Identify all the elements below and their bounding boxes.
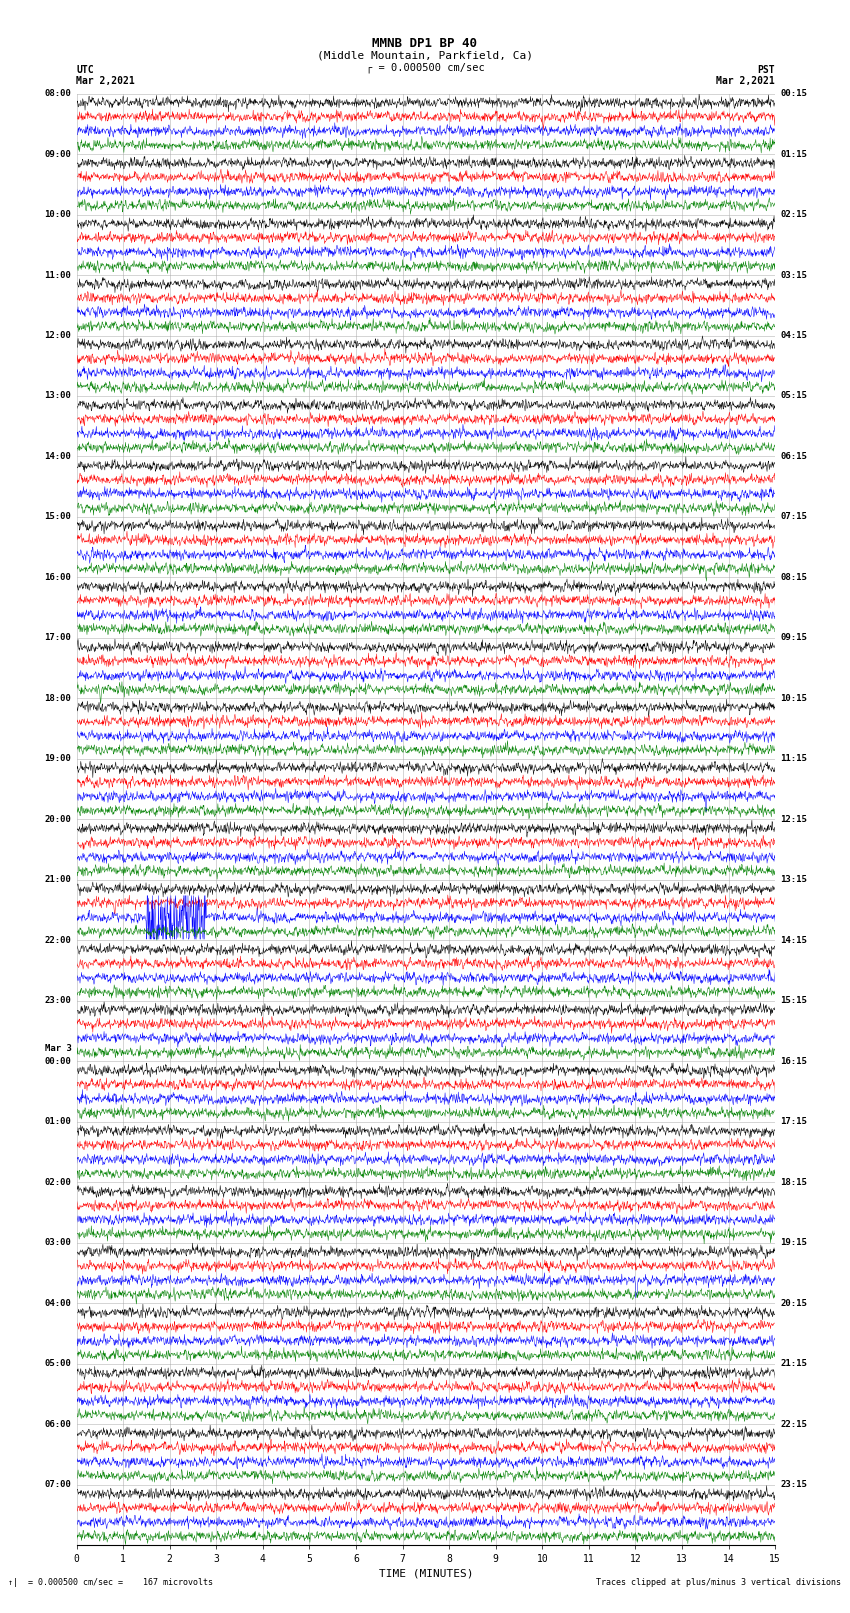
Text: 12:00: 12:00 <box>44 331 71 340</box>
Text: 14:15: 14:15 <box>780 936 808 945</box>
Text: 13:15: 13:15 <box>780 876 808 884</box>
Text: Mar 2,2021: Mar 2,2021 <box>717 76 775 85</box>
Text: 09:15: 09:15 <box>780 634 808 642</box>
Text: 14:00: 14:00 <box>44 452 71 461</box>
Text: 02:00: 02:00 <box>44 1177 71 1187</box>
X-axis label: TIME (MINUTES): TIME (MINUTES) <box>378 1568 473 1579</box>
Text: 07:00: 07:00 <box>44 1481 71 1489</box>
Text: 08:15: 08:15 <box>780 573 808 582</box>
Text: 06:15: 06:15 <box>780 452 808 461</box>
Text: 17:15: 17:15 <box>780 1118 808 1126</box>
Text: 16:15: 16:15 <box>780 1057 808 1066</box>
Text: 15:00: 15:00 <box>44 513 71 521</box>
Text: Traces clipped at plus/minus 3 vertical divisions: Traces clipped at plus/minus 3 vertical … <box>597 1578 842 1587</box>
Text: 18:00: 18:00 <box>44 694 71 703</box>
Text: 10:15: 10:15 <box>780 694 808 703</box>
Text: 23:00: 23:00 <box>44 997 71 1005</box>
Text: 11:00: 11:00 <box>44 271 71 279</box>
Text: 07:15: 07:15 <box>780 513 808 521</box>
Text: (Middle Mountain, Parkfield, Ca): (Middle Mountain, Parkfield, Ca) <box>317 50 533 60</box>
Text: 19:00: 19:00 <box>44 755 71 763</box>
Text: 22:00: 22:00 <box>44 936 71 945</box>
Text: 08:00: 08:00 <box>44 89 71 98</box>
Text: 23:15: 23:15 <box>780 1481 808 1489</box>
Text: 13:00: 13:00 <box>44 392 71 400</box>
Text: 11:15: 11:15 <box>780 755 808 763</box>
Text: 00:00: 00:00 <box>44 1057 71 1066</box>
Text: 02:15: 02:15 <box>780 210 808 219</box>
Text: 15:15: 15:15 <box>780 997 808 1005</box>
Text: 05:15: 05:15 <box>780 392 808 400</box>
Text: MMNB DP1 BP 40: MMNB DP1 BP 40 <box>372 37 478 50</box>
Text: 16:00: 16:00 <box>44 573 71 582</box>
Text: 17:00: 17:00 <box>44 634 71 642</box>
Text: 12:15: 12:15 <box>780 815 808 824</box>
Text: 10:00: 10:00 <box>44 210 71 219</box>
Text: 18:15: 18:15 <box>780 1177 808 1187</box>
Text: 01:15: 01:15 <box>780 150 808 158</box>
Text: UTC: UTC <box>76 65 94 74</box>
Text: 19:15: 19:15 <box>780 1239 808 1247</box>
Text: 22:15: 22:15 <box>780 1419 808 1429</box>
Text: Mar 3: Mar 3 <box>44 1044 71 1053</box>
Text: 20:15: 20:15 <box>780 1298 808 1308</box>
Text: 04:00: 04:00 <box>44 1298 71 1308</box>
Text: 04:15: 04:15 <box>780 331 808 340</box>
Text: ┌ = 0.000500 cm/sec: ┌ = 0.000500 cm/sec <box>366 63 484 74</box>
Text: 01:00: 01:00 <box>44 1118 71 1126</box>
Text: 21:15: 21:15 <box>780 1360 808 1368</box>
Text: ↑|  = 0.000500 cm/sec =    167 microvolts: ↑| = 0.000500 cm/sec = 167 microvolts <box>8 1578 213 1587</box>
Text: 09:00: 09:00 <box>44 150 71 158</box>
Text: 06:00: 06:00 <box>44 1419 71 1429</box>
Text: 03:00: 03:00 <box>44 1239 71 1247</box>
Text: Mar 2,2021: Mar 2,2021 <box>76 76 135 85</box>
Text: 00:15: 00:15 <box>780 89 808 98</box>
Text: 20:00: 20:00 <box>44 815 71 824</box>
Text: 21:00: 21:00 <box>44 876 71 884</box>
Text: 05:00: 05:00 <box>44 1360 71 1368</box>
Text: 03:15: 03:15 <box>780 271 808 279</box>
Text: PST: PST <box>757 65 775 74</box>
